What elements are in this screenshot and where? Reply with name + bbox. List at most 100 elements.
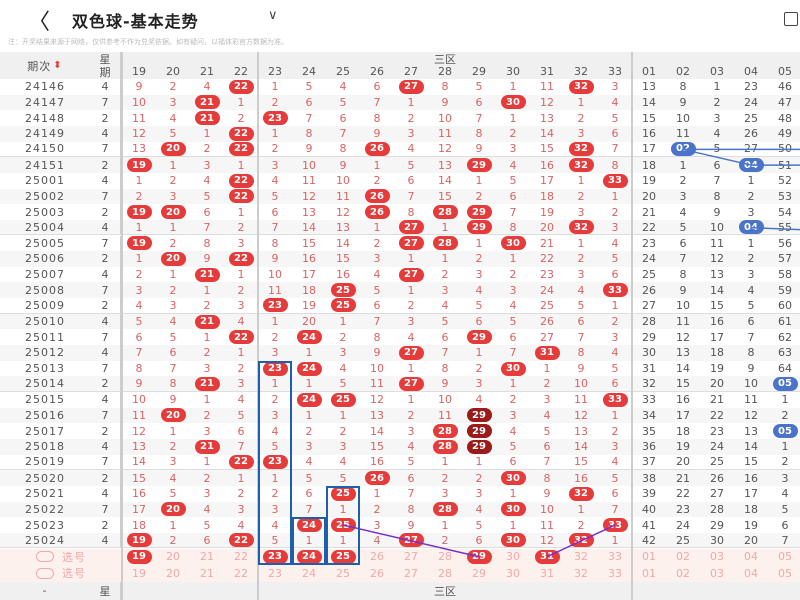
number-cell-28: 2 (441, 533, 449, 547)
number-cell-21: 3 (203, 158, 211, 172)
number-cell-30: 4 (509, 158, 517, 172)
number-cell-29: 4 (475, 393, 483, 407)
pick-number-02[interactable]: 02 (676, 566, 690, 580)
number-cell-05: 49 (778, 127, 792, 141)
blue-ball: 02 (670, 141, 696, 156)
selected-ball[interactable]: 19 (126, 549, 152, 564)
pick-number-33[interactable]: 33 (608, 566, 622, 580)
pick-number-19[interactable]: 19 (132, 566, 146, 580)
pick-number-32[interactable]: 32 (574, 566, 588, 580)
number-cell-01: 40 (642, 502, 656, 516)
pick-number-03[interactable]: 03 (710, 550, 724, 564)
number-cell-33: 3 (611, 220, 619, 234)
pick-number-28[interactable]: 28 (438, 566, 452, 580)
number-cell-23: 1 (271, 315, 279, 329)
pick-number-03[interactable]: 03 (710, 566, 724, 580)
number-cell-21: 4 (203, 174, 211, 188)
selected-ball[interactable]: 29 (466, 549, 492, 564)
pick-number-21[interactable]: 21 (200, 566, 214, 580)
pick-number-05[interactable]: 05 (778, 550, 792, 564)
number-cell-26: 14 (370, 424, 384, 438)
pick-number-21[interactable]: 21 (200, 550, 214, 564)
number-cell-31: 9 (543, 487, 551, 501)
pick-number-26[interactable]: 26 (370, 566, 384, 580)
number-cell-19: 6 (135, 330, 143, 344)
number-cell-21: 1 (203, 455, 211, 469)
pick-number-29[interactable]: 29 (472, 566, 486, 580)
number-cell-22: 5 (237, 408, 245, 422)
pick-label-cell[interactable]: 选号 (0, 565, 122, 582)
sort-icon[interactable]: ⬍ (53, 60, 63, 71)
pick-number-04[interactable]: 04 (744, 566, 758, 580)
pick-number-29[interactable]: 29 (462, 549, 496, 566)
radio-circle-icon[interactable] (36, 551, 54, 563)
pick-number-02[interactable]: 02 (676, 550, 690, 564)
number-cell-26: 6 (373, 298, 381, 312)
window-icon[interactable] (784, 12, 798, 26)
number-cell-31: 10 (540, 502, 554, 516)
pick-number-27[interactable]: 27 (404, 566, 418, 580)
selected-ball[interactable]: 31 (534, 549, 560, 564)
number-cell-32: 32 (564, 486, 598, 502)
number-cell-24: 1 (305, 346, 313, 360)
pick-number-26[interactable]: 26 (370, 550, 384, 564)
pick-number-20[interactable]: 20 (166, 566, 180, 580)
number-cell-30: 5 (509, 440, 517, 454)
pick-number-33[interactable]: 33 (608, 550, 622, 564)
red-ball: 21 (194, 376, 220, 391)
number-cell-02: 6 (679, 236, 687, 250)
number-cell-19: 2 (135, 268, 143, 282)
number-cell-24: 17 (302, 268, 316, 282)
number-cell-33: 1 (611, 298, 619, 312)
number-cell-26: 7 (373, 315, 381, 329)
chevron-down-icon[interactable]: ∨ (268, 8, 278, 23)
number-cell-27: 2 (407, 408, 415, 422)
number-cell-26: 8 (373, 330, 381, 344)
pick-number-04[interactable]: 04 (744, 550, 758, 564)
pick-number-23[interactable]: 23 (258, 549, 292, 566)
pick-number-23[interactable]: 23 (268, 566, 282, 580)
number-cell-27: 3 (407, 424, 415, 438)
number-cell-27: 7 (407, 487, 415, 501)
pick-number-31[interactable]: 31 (540, 566, 554, 580)
selected-ball[interactable]: 24 (296, 549, 322, 564)
pick-number-19[interactable]: 19 (122, 549, 156, 566)
column-header-03: 03 (710, 65, 724, 78)
pick-number-31[interactable]: 31 (530, 549, 564, 566)
number-cell-02: 14 (676, 362, 690, 375)
radio-circle-icon[interactable] (36, 567, 54, 579)
pick-number-20[interactable]: 20 (166, 550, 180, 564)
number-cell-29: 9 (475, 142, 483, 156)
number-cell-33: 1 (611, 408, 619, 422)
pick-number-24[interactable]: 24 (292, 549, 326, 566)
weekday-cell: 7 (90, 501, 122, 518)
number-cell-27: 3 (407, 127, 415, 141)
column-header-25: 25 (336, 65, 350, 78)
pick-number-32[interactable]: 32 (574, 550, 588, 564)
pick-number-25[interactable]: 25 (336, 566, 350, 580)
pick-number-27[interactable]: 27 (404, 550, 418, 564)
pick-number-30[interactable]: 30 (506, 566, 520, 580)
pick-number-05[interactable]: 05 (778, 566, 792, 580)
number-cell-01: 26 (642, 283, 656, 297)
pick-number-28[interactable]: 28 (438, 550, 452, 564)
number-cell-32: 3 (577, 127, 585, 141)
red-ball: 28 (432, 424, 458, 439)
red-ball: 27 (398, 236, 424, 251)
period-header[interactable]: 期次 ⬍ (0, 52, 90, 79)
pick-number-24[interactable]: 24 (302, 566, 316, 580)
pick-label-cell[interactable]: 选号 (0, 549, 122, 566)
selected-ball[interactable]: 23 (262, 549, 288, 564)
number-cell-24: 12 (302, 189, 316, 203)
red-ball: 24 (296, 392, 322, 407)
back-icon[interactable]: 〈 (28, 10, 51, 35)
pick-number-30[interactable]: 30 (506, 550, 520, 564)
pick-row: 选号 19 20 21 22 23 24 25 26 27 28 29 30 31 32 33 01 02 03 04… (0, 548, 800, 566)
column-header-29: 29 (472, 65, 486, 78)
pick-number-22[interactable]: 22 (234, 566, 248, 580)
pick-number-22[interactable]: 22 (234, 550, 248, 564)
weekday-cell: 2 (90, 204, 122, 220)
pick-number-01[interactable]: 01 (642, 550, 656, 564)
number-cell-32: 3 (577, 268, 585, 282)
pick-number-01[interactable]: 01 (642, 566, 656, 580)
